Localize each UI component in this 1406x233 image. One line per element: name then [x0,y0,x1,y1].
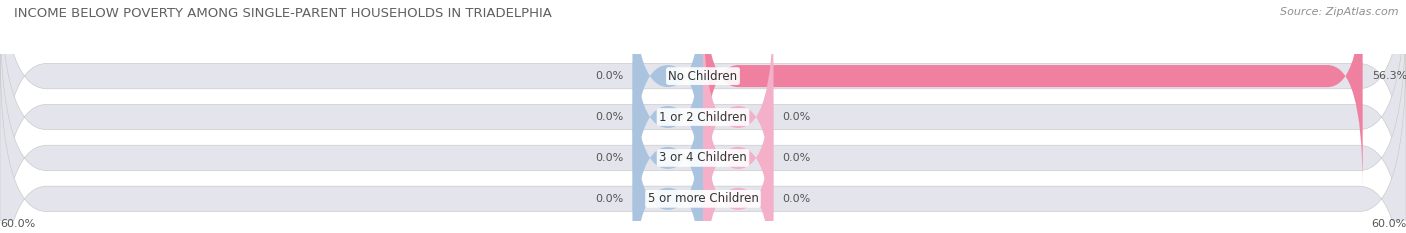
FancyBboxPatch shape [703,46,773,233]
Text: 0.0%: 0.0% [595,194,623,204]
Text: 5 or more Children: 5 or more Children [648,192,758,205]
FancyBboxPatch shape [633,46,703,233]
Text: 0.0%: 0.0% [595,153,623,163]
Text: 0.0%: 0.0% [783,112,811,122]
FancyBboxPatch shape [633,5,703,229]
FancyBboxPatch shape [703,0,1362,188]
Text: 56.3%: 56.3% [1372,71,1406,81]
FancyBboxPatch shape [0,7,1406,233]
Text: 0.0%: 0.0% [783,194,811,204]
Text: 0.0%: 0.0% [595,71,623,81]
FancyBboxPatch shape [633,0,703,188]
Text: 60.0%: 60.0% [0,219,35,229]
FancyBboxPatch shape [703,5,773,229]
Text: No Children: No Children [668,70,738,82]
Text: 0.0%: 0.0% [595,112,623,122]
FancyBboxPatch shape [633,87,703,233]
Text: Source: ZipAtlas.com: Source: ZipAtlas.com [1281,7,1399,17]
Text: 1 or 2 Children: 1 or 2 Children [659,110,747,123]
Text: 3 or 4 Children: 3 or 4 Children [659,151,747,164]
FancyBboxPatch shape [703,87,773,233]
Text: 60.0%: 60.0% [1371,219,1406,229]
FancyBboxPatch shape [0,48,1406,233]
FancyBboxPatch shape [0,0,1406,227]
Text: 0.0%: 0.0% [783,153,811,163]
Text: INCOME BELOW POVERTY AMONG SINGLE-PARENT HOUSEHOLDS IN TRIADELPHIA: INCOME BELOW POVERTY AMONG SINGLE-PARENT… [14,7,553,20]
